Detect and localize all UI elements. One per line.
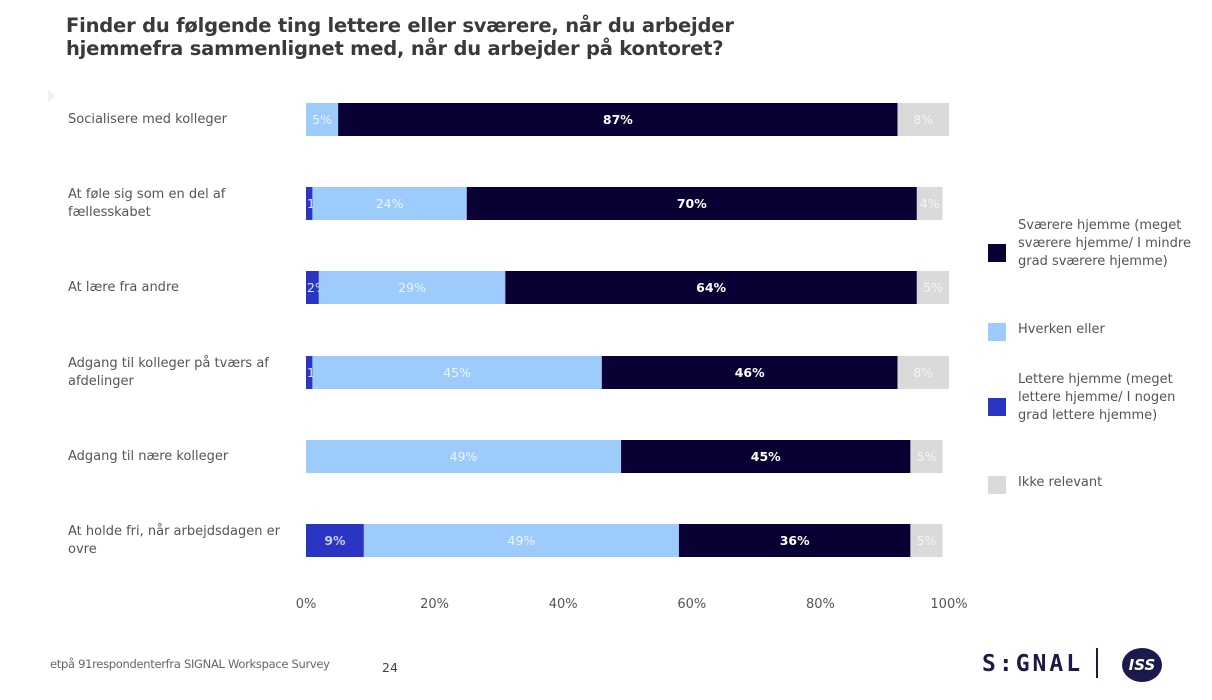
bar-segment-svaerere bbox=[601, 356, 898, 389]
x-tick-label: 20% bbox=[420, 597, 450, 612]
legend-item-svaerere: Sværere hjemme (meget sværere hjemme/ I … bbox=[988, 217, 1193, 271]
bar-segment-ikke_relevant bbox=[897, 103, 949, 136]
category-label: At føle sig som en del af fællesskabet bbox=[68, 186, 226, 220]
data-label: 49% bbox=[508, 533, 536, 548]
bar-segment-hverken bbox=[363, 524, 679, 557]
iss-logo: ISS bbox=[1122, 648, 1162, 682]
bar-segment-ikke_relevant bbox=[916, 187, 943, 220]
bar-segment-ikke_relevant bbox=[916, 271, 949, 304]
category-label: Adgang til nære kolleger bbox=[68, 448, 229, 464]
legend-swatch bbox=[988, 476, 1006, 494]
data-label: 49% bbox=[450, 449, 478, 464]
x-tick-label: 80% bbox=[805, 597, 835, 612]
data-label: 64% bbox=[696, 280, 726, 295]
bar-segment-ikke_relevant bbox=[910, 524, 943, 557]
data-label: 36% bbox=[780, 533, 810, 548]
bar-segment-lettere bbox=[306, 187, 313, 220]
data-label: 70% bbox=[677, 196, 707, 211]
chart-title: Finder du følgende ting lettere eller sv… bbox=[66, 14, 734, 60]
x-tick-label: 40% bbox=[548, 597, 578, 612]
legend-label: Lettere hjemme (meget lettere hjemme/ I … bbox=[1018, 372, 1176, 423]
bar-segment-ikke_relevant bbox=[897, 356, 949, 389]
legend-label: Ikke relevant bbox=[1018, 475, 1103, 490]
legend-label: Sværere hjemme (meget sværere hjemme/ I … bbox=[1018, 218, 1191, 269]
signal-logo: S:GNAL bbox=[982, 651, 1084, 677]
footer-note: etpå 91respondenterfra SIGNAL Workspace … bbox=[50, 657, 330, 671]
bar-segment-hverken bbox=[312, 356, 602, 389]
logo-divider bbox=[1096, 648, 1098, 678]
legend-item-lettere: Lettere hjemme (meget lettere hjemme/ I … bbox=[988, 371, 1193, 425]
bar-segment-svaerere bbox=[466, 187, 917, 220]
bar-segment-ikke_relevant bbox=[910, 440, 943, 473]
data-label: 46% bbox=[735, 365, 765, 380]
data-label: 5% bbox=[923, 280, 943, 295]
bar-segment-hverken bbox=[306, 103, 339, 136]
x-tick-label: 100% bbox=[930, 597, 968, 612]
data-label: 45% bbox=[751, 449, 781, 464]
legend-label: Hverken eller bbox=[1018, 322, 1105, 337]
x-tick-label: 0% bbox=[295, 597, 317, 612]
data-label: 9% bbox=[324, 533, 346, 548]
x-tick-label: 60% bbox=[677, 597, 707, 612]
bar-segment-svaerere bbox=[505, 271, 917, 304]
data-label: 87% bbox=[603, 112, 633, 127]
page-number: 24 bbox=[382, 660, 398, 675]
bar-segment-lettere bbox=[306, 524, 364, 557]
category-label: Socialisere med kolleger bbox=[68, 111, 227, 127]
data-label: 4% bbox=[920, 196, 940, 211]
bar-segment-svaerere bbox=[338, 103, 898, 136]
legend-swatch bbox=[988, 244, 1006, 262]
data-label: 5% bbox=[917, 449, 937, 464]
bar-segment-lettere bbox=[306, 356, 313, 389]
data-label: 8% bbox=[913, 365, 933, 380]
bar-segment-hverken bbox=[318, 271, 506, 304]
category-label: At lære fra andre bbox=[68, 279, 179, 295]
data-label: 24% bbox=[376, 196, 404, 211]
bar-segment-svaerere bbox=[678, 524, 911, 557]
category-label: At holde fri, når arbejdsdagen er ovre bbox=[68, 523, 280, 557]
data-label: 5% bbox=[312, 112, 332, 127]
data-label: 8% bbox=[913, 112, 933, 127]
data-label: 29% bbox=[398, 280, 426, 295]
bar-segment-hverken bbox=[306, 440, 622, 473]
bar-segment-hverken bbox=[312, 187, 467, 220]
legend-swatch bbox=[988, 323, 1006, 341]
legend-item-hverken: Hverken eller bbox=[988, 321, 1193, 341]
bar-segment-lettere bbox=[306, 271, 319, 304]
bar-segment-svaerere bbox=[621, 440, 911, 473]
data-label: 45% bbox=[443, 365, 471, 380]
legend-item-ikke_relevant: Ikke relevant bbox=[988, 474, 1193, 494]
legend-swatch bbox=[988, 398, 1006, 416]
data-label: 5% bbox=[917, 533, 937, 548]
collapse-triangle-icon bbox=[48, 90, 55, 102]
category-label: Adgang til kolleger på tværs af afdeling… bbox=[68, 355, 269, 389]
